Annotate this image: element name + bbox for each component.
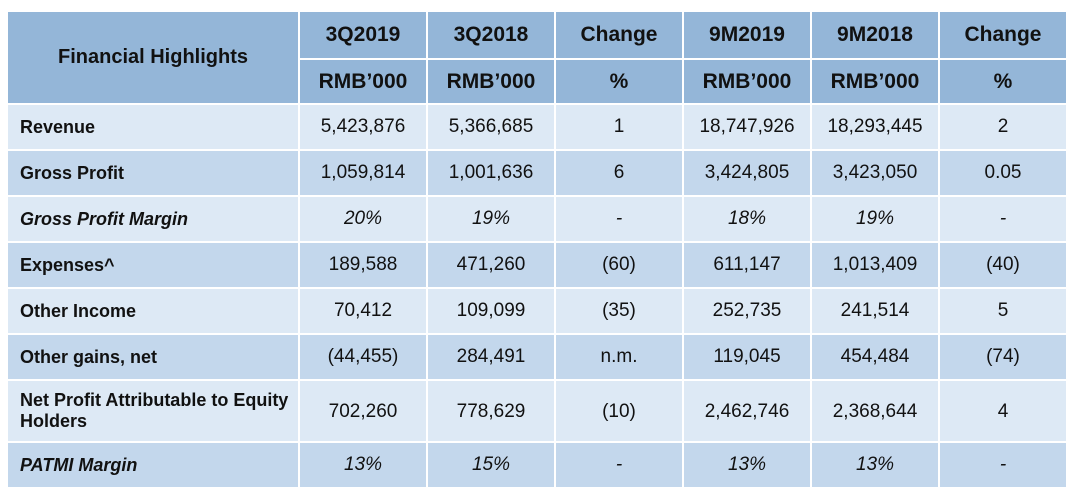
row-label: PATMI Margin bbox=[6, 441, 300, 489]
table-cell: 2,368,644 bbox=[810, 379, 940, 443]
table-cell: 4 bbox=[938, 379, 1068, 443]
table-cell: 119,045 bbox=[682, 333, 812, 381]
row-label: Revenue bbox=[6, 103, 300, 151]
table-cell: 70,412 bbox=[298, 287, 428, 335]
table-cell: - bbox=[938, 441, 1068, 489]
table-cell: (60) bbox=[554, 241, 684, 289]
table-cell: n.m. bbox=[554, 333, 684, 381]
financial-highlights-table: Financial Highlights 3Q2019 3Q2018 Chang… bbox=[6, 10, 1068, 489]
table-cell: (44,455) bbox=[298, 333, 428, 381]
table-cell: 3,424,805 bbox=[682, 149, 812, 197]
row-label: Gross Profit Margin bbox=[6, 195, 300, 243]
table-cell: 252,735 bbox=[682, 287, 812, 335]
row-label: Other gains, net bbox=[6, 333, 300, 381]
table-row-other-gains: Other gains, net (44,455) 284,491 n.m. 1… bbox=[6, 333, 1068, 381]
table-cell: 1,059,814 bbox=[298, 149, 428, 197]
table-cell: (74) bbox=[938, 333, 1068, 381]
table-cell: 19% bbox=[810, 195, 940, 243]
table-cell: (40) bbox=[938, 241, 1068, 289]
table-cell: - bbox=[938, 195, 1068, 243]
financial-highlights-table-container: Financial Highlights 3Q2019 3Q2018 Chang… bbox=[6, 10, 1068, 489]
header-unit: RMB’000 bbox=[810, 58, 940, 105]
table-cell: - bbox=[554, 195, 684, 243]
table-cell: 1 bbox=[554, 103, 684, 151]
table-cell: 5,366,685 bbox=[426, 103, 556, 151]
table-cell: 6 bbox=[554, 149, 684, 197]
table-cell: 1,001,636 bbox=[426, 149, 556, 197]
table-cell: 1,013,409 bbox=[810, 241, 940, 289]
table-cell: 5,423,876 bbox=[298, 103, 428, 151]
table-title: Financial Highlights bbox=[6, 10, 300, 105]
table-cell: 189,588 bbox=[298, 241, 428, 289]
header-period-9m2018: 9M2018 bbox=[810, 10, 940, 60]
header-unit: RMB’000 bbox=[298, 58, 428, 105]
table-cell: 15% bbox=[426, 441, 556, 489]
table-cell: 2,462,746 bbox=[682, 379, 812, 443]
header-row-units: RMB’000 RMB’000 % RMB’000 RMB’000 % bbox=[7, 58, 1068, 105]
table-cell: 13% bbox=[682, 441, 812, 489]
table-cell: 18,747,926 bbox=[682, 103, 812, 151]
header-change-quarter: Change bbox=[554, 10, 684, 60]
table-row-other-income: Other Income 70,412 109,099 (35) 252,735… bbox=[6, 287, 1068, 335]
table-cell: 702,260 bbox=[298, 379, 428, 443]
header-unit: % bbox=[554, 58, 684, 105]
table-cell: 471,260 bbox=[426, 241, 556, 289]
table-cell: 611,147 bbox=[682, 241, 812, 289]
row-label: Expenses^ bbox=[6, 241, 300, 289]
table-cell: 109,099 bbox=[426, 287, 556, 335]
table-cell: 20% bbox=[298, 195, 428, 243]
table-row-gross-profit-margin: Gross Profit Margin 20% 19% - 18% 19% - bbox=[6, 195, 1068, 243]
table-cell: 2 bbox=[938, 103, 1068, 151]
header-change-ninemonth: Change bbox=[938, 10, 1068, 60]
table-cell: - bbox=[554, 441, 684, 489]
table-cell: 0.05 bbox=[938, 149, 1068, 197]
table-cell: 5 bbox=[938, 287, 1068, 335]
table-cell: 13% bbox=[810, 441, 940, 489]
table-cell: 13% bbox=[298, 441, 428, 489]
table-cell: 778,629 bbox=[426, 379, 556, 443]
row-label: Gross Profit bbox=[6, 149, 300, 197]
header-row-periods: Financial Highlights 3Q2019 3Q2018 Chang… bbox=[6, 10, 1068, 105]
table-row-patmi-margin: PATMI Margin 13% 15% - 13% 13% - bbox=[6, 441, 1068, 489]
row-label: Net Profit Attributable to Equity Holder… bbox=[6, 379, 300, 443]
table-cell: 18,293,445 bbox=[810, 103, 940, 151]
table-cell: 454,484 bbox=[810, 333, 940, 381]
table-cell: 241,514 bbox=[810, 287, 940, 335]
table-cell: 284,491 bbox=[426, 333, 556, 381]
table-row-revenue: Revenue 5,423,876 5,366,685 1 18,747,926… bbox=[6, 103, 1068, 151]
row-label: Other Income bbox=[6, 287, 300, 335]
header-unit: RMB’000 bbox=[426, 58, 556, 105]
header-period-3q2019: 3Q2019 bbox=[298, 10, 428, 60]
table-cell: (35) bbox=[554, 287, 684, 335]
table-cell: 18% bbox=[682, 195, 812, 243]
table-cell: 19% bbox=[426, 195, 556, 243]
table-row-expenses: Expenses^ 189,588 471,260 (60) 611,147 1… bbox=[6, 241, 1068, 289]
header-period-3q2018: 3Q2018 bbox=[426, 10, 556, 60]
header-unit: % bbox=[938, 58, 1068, 105]
table-cell: 3,423,050 bbox=[810, 149, 940, 197]
header-unit: RMB’000 bbox=[682, 58, 812, 105]
table-row-net-profit: Net Profit Attributable to Equity Holder… bbox=[6, 379, 1068, 443]
header-period-9m2019: 9M2019 bbox=[682, 10, 812, 60]
table-cell: (10) bbox=[554, 379, 684, 443]
table-row-gross-profit: Gross Profit 1,059,814 1,001,636 6 3,424… bbox=[6, 149, 1068, 197]
